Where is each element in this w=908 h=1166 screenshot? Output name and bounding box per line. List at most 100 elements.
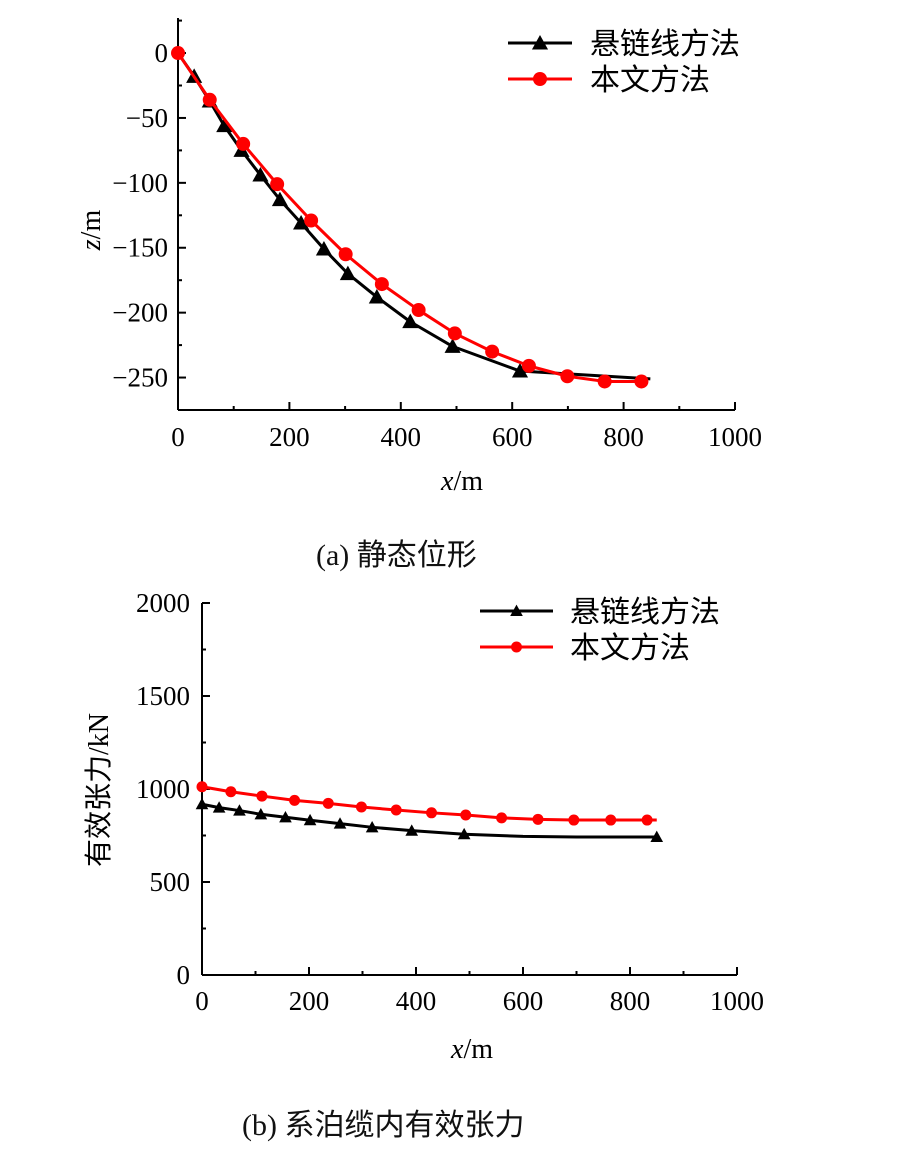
legend-marker	[510, 604, 523, 617]
data-point	[225, 786, 237, 798]
caption-a: (a) 静态位形	[316, 539, 477, 572]
y-tick-label: 2000	[136, 588, 190, 618]
data-point	[402, 313, 419, 329]
chart-a: 0 200 400 600 800 1000 0 −50 −100 −150 −200 −250 x/m…	[76, 18, 762, 497]
data-point	[355, 801, 367, 813]
y-axis-label-unit: /m	[76, 210, 107, 240]
data-point	[444, 338, 461, 353]
y-axis-label: 有效张力/kN	[83, 713, 115, 867]
series-catenary-method	[195, 797, 664, 843]
y-tick-label: 1000	[136, 774, 190, 804]
series-catenary-method	[176, 52, 651, 381]
data-point	[293, 215, 310, 230]
y-tick-label: −50	[126, 103, 168, 133]
legend-item: 本文方法	[480, 632, 690, 665]
legend-item: 悬链线方法	[480, 596, 720, 629]
data-point	[303, 813, 317, 826]
series-proposed-method	[196, 781, 657, 826]
x-tick-label: 800	[610, 986, 651, 1016]
series-line	[176, 52, 651, 381]
data-point	[322, 797, 334, 809]
data-point	[233, 804, 246, 816]
y-tick-label: −100	[112, 168, 168, 198]
data-point	[289, 794, 301, 806]
y-tick-label: 500	[150, 867, 191, 897]
data-point	[338, 247, 353, 262]
data-point	[212, 801, 226, 813]
data-point	[339, 265, 356, 281]
data-point	[304, 213, 319, 228]
data-point	[405, 824, 419, 836]
chart-b: 0 200 400 600 800 1000 0 500 1000 1500 2000 x/m 有效张力…	[83, 588, 764, 1065]
data-point	[271, 191, 288, 207]
legend-label: 悬链线方法	[590, 28, 740, 61]
y-tick-label: 0	[177, 960, 191, 990]
legend-label: 悬链线方法	[570, 596, 720, 629]
data-point	[411, 303, 426, 318]
data-point	[568, 814, 580, 826]
x-tick-label: 1000	[710, 986, 764, 1016]
data-point	[374, 277, 389, 292]
x-axis-label: x/m	[450, 1034, 493, 1065]
x-tick-label: 0	[171, 422, 185, 452]
data-point	[532, 813, 544, 825]
data-point	[485, 344, 500, 359]
y-axis-label-var: z	[76, 239, 107, 251]
x-tick-label: 600	[492, 422, 533, 452]
x-tick-label: 200	[269, 422, 310, 452]
data-point	[560, 369, 575, 384]
data-point	[254, 807, 268, 820]
x-tick-label: 200	[289, 986, 330, 1016]
data-point	[252, 167, 269, 182]
data-point	[368, 289, 385, 304]
data-point	[365, 820, 379, 833]
data-point	[650, 830, 664, 843]
data-point	[426, 807, 438, 819]
data-point	[256, 790, 268, 802]
data-point	[216, 117, 233, 133]
x-tick-label: 1000	[708, 422, 762, 452]
data-point	[496, 812, 508, 824]
data-point	[202, 92, 217, 107]
data-point	[390, 804, 402, 816]
y-tick-label: −250	[112, 363, 168, 393]
x-tick-label: 600	[503, 986, 544, 1016]
legend-label: 本文方法	[590, 64, 710, 97]
data-point	[195, 797, 209, 810]
data-point	[333, 817, 347, 829]
x-axis-label-unit: /m	[463, 1034, 493, 1065]
data-point	[521, 358, 536, 373]
data-point	[457, 827, 471, 840]
y-tick-label: 1500	[136, 681, 190, 711]
data-point	[511, 363, 529, 378]
data-point	[641, 814, 653, 826]
data-point	[279, 810, 292, 823]
x-axis-label-var: x	[450, 1034, 464, 1065]
caption-b: (b) 系泊缆内有效张力	[242, 1109, 525, 1142]
data-point	[236, 136, 251, 151]
x-tick-label: 800	[603, 422, 644, 452]
x-tick-label: 400	[396, 986, 437, 1016]
legend-marker	[511, 641, 522, 653]
data-point	[605, 814, 617, 826]
x-tick-label: 400	[381, 422, 422, 452]
legend-item: 悬链线方法	[508, 28, 740, 61]
data-point	[597, 374, 612, 389]
legend-marker	[531, 34, 549, 50]
series-line	[176, 52, 642, 383]
data-point	[634, 374, 649, 389]
data-point	[196, 781, 208, 793]
y-tick-label: 0	[155, 38, 169, 68]
legend-item: 本文方法	[508, 64, 710, 97]
y-tick-label: −200	[112, 298, 168, 328]
data-point	[270, 177, 285, 192]
y-axis-label-unit: 有效张力/kN	[83, 713, 115, 867]
data-point	[171, 46, 185, 61]
series-proposed-method	[171, 46, 649, 389]
data-point	[315, 240, 332, 256]
legend-label: 本文方法	[570, 632, 690, 665]
x-axis-label-unit: /m	[453, 466, 483, 497]
y-tick-label: −150	[112, 233, 168, 263]
x-axis-label-var: x	[440, 466, 454, 497]
